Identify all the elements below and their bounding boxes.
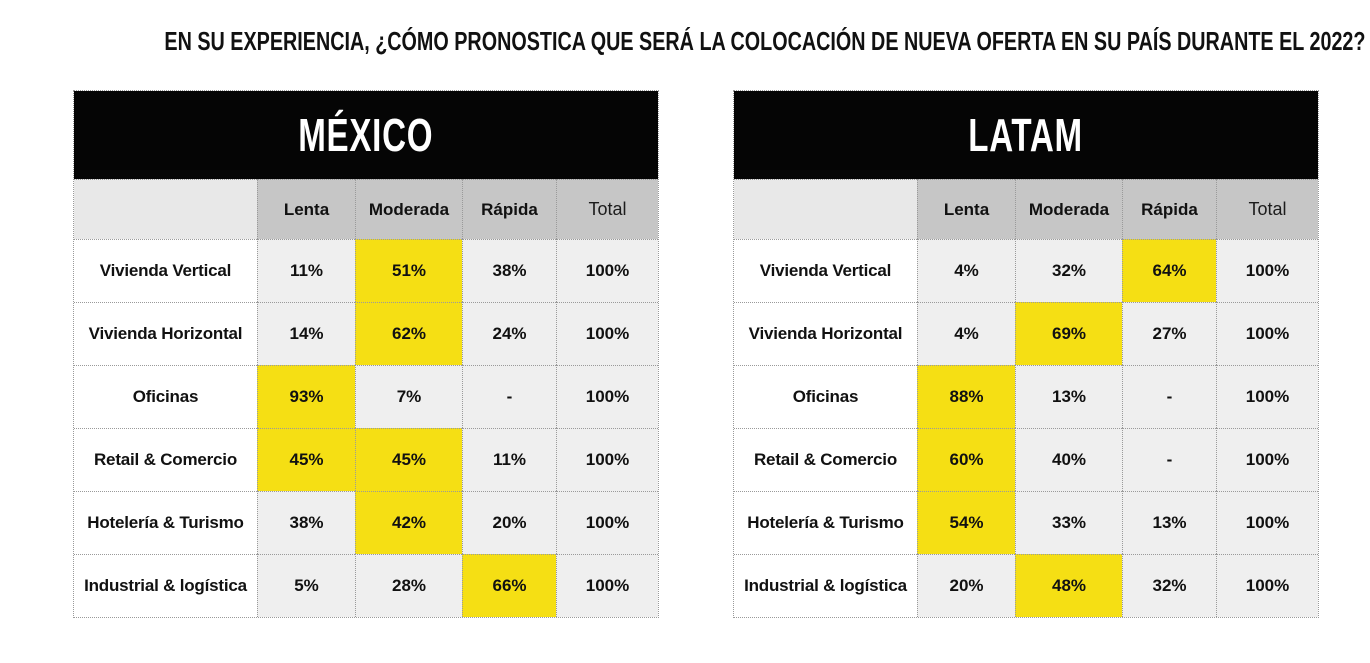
latam-value-cell-r4-c2: 13%: [1122, 491, 1216, 554]
latam-row-label-0: Vivienda Vertical: [734, 239, 917, 302]
latam-value-cell-r4-c0: 54%: [917, 491, 1015, 554]
mexico-value-cell-r0-c3: 100%: [556, 239, 658, 302]
latam-column-header-total: Total: [1216, 179, 1318, 239]
mexico-value-cell-r3-c2: 11%: [462, 428, 556, 491]
latam-row-label-5: Industrial & logística: [734, 554, 917, 617]
mexico-value-cell-r5-c1: 28%: [355, 554, 462, 617]
tables-container: MÉXICO Lenta Moderada Rápida Total Vivienda …: [73, 90, 1319, 618]
latam-row-label-3: Retail & Comercio: [734, 428, 917, 491]
mexico-row-label-5: Industrial & logística: [74, 554, 257, 617]
latam-value-cell-r3-c0: 60%: [917, 428, 1015, 491]
mexico-row-label-0: Vivienda Vertical: [74, 239, 257, 302]
table-latam: LATAM Lenta Moderada Rápida Total Vivienda V…: [733, 90, 1319, 618]
latam-row-label-2: Oficinas: [734, 365, 917, 428]
mexico-value-cell-r2-c3: 100%: [556, 365, 658, 428]
mexico-value-cell-r1-c3: 100%: [556, 302, 658, 365]
latam-value-cell-r4-c1: 33%: [1015, 491, 1122, 554]
latam-value-cell-r5-c0: 20%: [917, 554, 1015, 617]
table-latam-header: LATAM: [734, 91, 1318, 179]
mexico-value-cell-r0-c2: 38%: [462, 239, 556, 302]
latam-value-cell-r3-c2: -: [1122, 428, 1216, 491]
mexico-value-cell-r4-c2: 20%: [462, 491, 556, 554]
latam-value-cell-r2-c3: 100%: [1216, 365, 1318, 428]
latam-value-cell-r2-c2: -: [1122, 365, 1216, 428]
table-mexico-grid: Lenta Moderada Rápida Total Vivienda Vertica…: [74, 179, 658, 617]
latam-row-label-1: Vivienda Horizontal: [734, 302, 917, 365]
latam-value-cell-r1-c0: 4%: [917, 302, 1015, 365]
mexico-value-cell-r3-c1: 45%: [355, 428, 462, 491]
latam-row-label-4: Hotelería & Turismo: [734, 491, 917, 554]
latam-corner-cell: [734, 179, 917, 239]
table-latam-title: LATAM: [968, 109, 1084, 161]
mexico-value-cell-r4-c1: 42%: [355, 491, 462, 554]
mexico-column-header-moderada: Moderada: [355, 179, 462, 239]
latam-value-cell-r3-c3: 100%: [1216, 428, 1318, 491]
mexico-value-cell-r0-c0: 11%: [257, 239, 355, 302]
mexico-value-cell-r4-c3: 100%: [556, 491, 658, 554]
latam-value-cell-r0-c0: 4%: [917, 239, 1015, 302]
latam-value-cell-r1-c3: 100%: [1216, 302, 1318, 365]
mexico-value-cell-r2-c1: 7%: [355, 365, 462, 428]
latam-value-cell-r2-c0: 88%: [917, 365, 1015, 428]
mexico-column-header-total: Total: [556, 179, 658, 239]
latam-column-header-moderada: Moderada: [1015, 179, 1122, 239]
latam-value-cell-r4-c3: 100%: [1216, 491, 1318, 554]
mexico-row-label-3: Retail & Comercio: [74, 428, 257, 491]
mexico-value-cell-r5-c2: 66%: [462, 554, 556, 617]
mexico-value-cell-r5-c0: 5%: [257, 554, 355, 617]
latam-value-cell-r0-c3: 100%: [1216, 239, 1318, 302]
page-title: EN SU EXPERIENCIA, ¿CÓMO PRONOSTICA QUE …: [164, 26, 1366, 56]
mexico-row-label-2: Oficinas: [74, 365, 257, 428]
mexico-row-label-4: Hotelería & Turismo: [74, 491, 257, 554]
mexico-value-cell-r1-c0: 14%: [257, 302, 355, 365]
mexico-value-cell-r3-c0: 45%: [257, 428, 355, 491]
mexico-value-cell-r1-c1: 62%: [355, 302, 462, 365]
latam-value-cell-r5-c3: 100%: [1216, 554, 1318, 617]
latam-column-header-lenta: Lenta: [917, 179, 1015, 239]
mexico-value-cell-r0-c1: 51%: [355, 239, 462, 302]
latam-value-cell-r3-c1: 40%: [1015, 428, 1122, 491]
mexico-column-header-rpida: Rápida: [462, 179, 556, 239]
mexico-value-cell-r5-c3: 100%: [556, 554, 658, 617]
table-mexico: MÉXICO Lenta Moderada Rápida Total Vivienda …: [73, 90, 659, 618]
mexico-value-cell-r1-c2: 24%: [462, 302, 556, 365]
latam-column-header-rpida: Rápida: [1122, 179, 1216, 239]
mexico-row-label-1: Vivienda Horizontal: [74, 302, 257, 365]
mexico-value-cell-r2-c2: -: [462, 365, 556, 428]
latam-value-cell-r0-c1: 32%: [1015, 239, 1122, 302]
latam-value-cell-r2-c1: 13%: [1015, 365, 1122, 428]
latam-value-cell-r1-c1: 69%: [1015, 302, 1122, 365]
latam-value-cell-r1-c2: 27%: [1122, 302, 1216, 365]
mexico-column-header-lenta: Lenta: [257, 179, 355, 239]
latam-value-cell-r5-c1: 48%: [1015, 554, 1122, 617]
mexico-value-cell-r4-c0: 38%: [257, 491, 355, 554]
table-latam-grid: Lenta Moderada Rápida Total Vivienda Vertica…: [734, 179, 1318, 617]
mexico-value-cell-r2-c0: 93%: [257, 365, 355, 428]
table-mexico-header: MÉXICO: [74, 91, 658, 179]
latam-value-cell-r0-c2: 64%: [1122, 239, 1216, 302]
mexico-value-cell-r3-c3: 100%: [556, 428, 658, 491]
table-mexico-title: MÉXICO: [298, 109, 434, 161]
latam-value-cell-r5-c2: 32%: [1122, 554, 1216, 617]
mexico-corner-cell: [74, 179, 257, 239]
